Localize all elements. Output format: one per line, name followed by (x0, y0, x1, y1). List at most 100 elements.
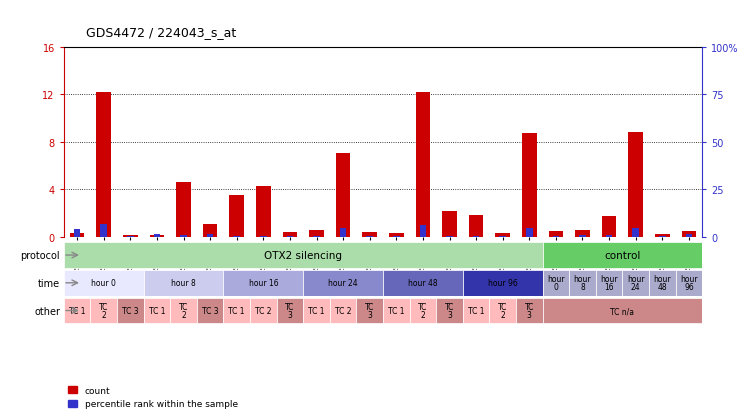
Bar (276, 298, 303, 324)
Bar (442, 211, 457, 237)
Bar (366, 236, 373, 237)
Bar (686, 235, 692, 237)
Bar (357, 298, 383, 324)
Bar (606, 235, 612, 237)
Bar (64, 298, 90, 324)
Bar (629, 133, 643, 237)
Text: hour 0: hour 0 (92, 279, 116, 287)
Bar (496, 233, 510, 237)
Bar (522, 134, 537, 237)
Text: TC
3: TC 3 (445, 302, 454, 319)
Bar (303, 270, 383, 296)
Text: hour 24: hour 24 (328, 279, 358, 287)
Bar (632, 228, 639, 237)
Text: hour 16: hour 16 (249, 279, 278, 287)
Text: TC 1: TC 1 (308, 306, 324, 315)
Bar (127, 236, 134, 237)
Text: time: time (38, 278, 60, 288)
Bar (149, 236, 164, 237)
Bar (287, 236, 293, 237)
Bar (224, 298, 250, 324)
Text: TC
3: TC 3 (285, 302, 294, 319)
Bar (303, 298, 330, 324)
Bar (543, 242, 702, 268)
Text: TC
2: TC 2 (498, 302, 508, 319)
Bar (389, 233, 403, 237)
Text: TC
2: TC 2 (179, 302, 189, 319)
Bar (336, 154, 351, 237)
Text: TC
2: TC 2 (418, 302, 427, 319)
Bar (64, 242, 542, 268)
Text: protocol: protocol (20, 250, 60, 261)
Bar (309, 230, 324, 237)
Text: control: control (605, 250, 641, 261)
Text: TC 1: TC 1 (69, 306, 86, 315)
Bar (649, 270, 676, 296)
Bar (176, 183, 191, 237)
Text: TC n/a: TC n/a (611, 306, 635, 315)
Bar (170, 298, 197, 324)
Bar (548, 231, 563, 237)
Bar (64, 270, 143, 296)
Text: hour
8: hour 8 (574, 275, 591, 292)
Bar (123, 236, 137, 237)
Text: TC 3: TC 3 (202, 306, 219, 315)
Bar (260, 236, 267, 237)
Text: OTX2 silencing: OTX2 silencing (264, 250, 342, 261)
Bar (339, 228, 346, 237)
Bar (313, 236, 320, 237)
Bar (74, 230, 80, 237)
Text: hour 8: hour 8 (171, 279, 196, 287)
Bar (543, 298, 702, 324)
Bar (579, 235, 586, 237)
Bar (526, 228, 532, 237)
Bar (383, 270, 463, 296)
Bar (543, 270, 569, 296)
Bar (682, 231, 696, 237)
Text: hour 48: hour 48 (408, 279, 438, 287)
Bar (463, 270, 542, 296)
Text: hour
96: hour 96 (680, 275, 698, 292)
Bar (330, 298, 357, 324)
Bar (490, 298, 516, 324)
Legend: count, percentile rank within the sample: count, percentile rank within the sample (68, 386, 238, 408)
Bar (90, 298, 117, 324)
Bar (229, 196, 244, 237)
Bar (70, 233, 84, 237)
Text: TC 1: TC 1 (228, 306, 245, 315)
Bar (203, 224, 218, 237)
Text: other: other (34, 306, 60, 316)
Bar (207, 234, 213, 237)
Bar (415, 93, 430, 237)
Text: TC 1: TC 1 (388, 306, 405, 315)
Bar (143, 270, 224, 296)
Bar (676, 270, 702, 296)
Bar (224, 270, 303, 296)
Text: TC 2: TC 2 (335, 306, 351, 315)
Bar (117, 298, 143, 324)
Text: TC
3: TC 3 (525, 302, 534, 319)
Text: TC 3: TC 3 (122, 306, 139, 315)
Bar (463, 298, 490, 324)
Bar (256, 186, 270, 237)
Text: hour
16: hour 16 (600, 275, 618, 292)
Text: hour
24: hour 24 (627, 275, 644, 292)
Bar (569, 270, 596, 296)
Bar (282, 233, 297, 237)
Bar (420, 225, 427, 237)
Bar (623, 270, 649, 296)
Bar (383, 298, 409, 324)
Bar (154, 235, 160, 237)
Bar (96, 93, 111, 237)
Bar (197, 298, 224, 324)
Text: TC 1: TC 1 (149, 306, 165, 315)
Text: TC
3: TC 3 (365, 302, 375, 319)
Text: TC
2: TC 2 (99, 302, 108, 319)
Text: TC 2: TC 2 (255, 306, 272, 315)
Bar (516, 298, 543, 324)
Bar (101, 224, 107, 237)
Bar (409, 298, 436, 324)
Text: hour 96: hour 96 (488, 279, 517, 287)
Bar (575, 230, 590, 237)
Bar (655, 235, 670, 237)
